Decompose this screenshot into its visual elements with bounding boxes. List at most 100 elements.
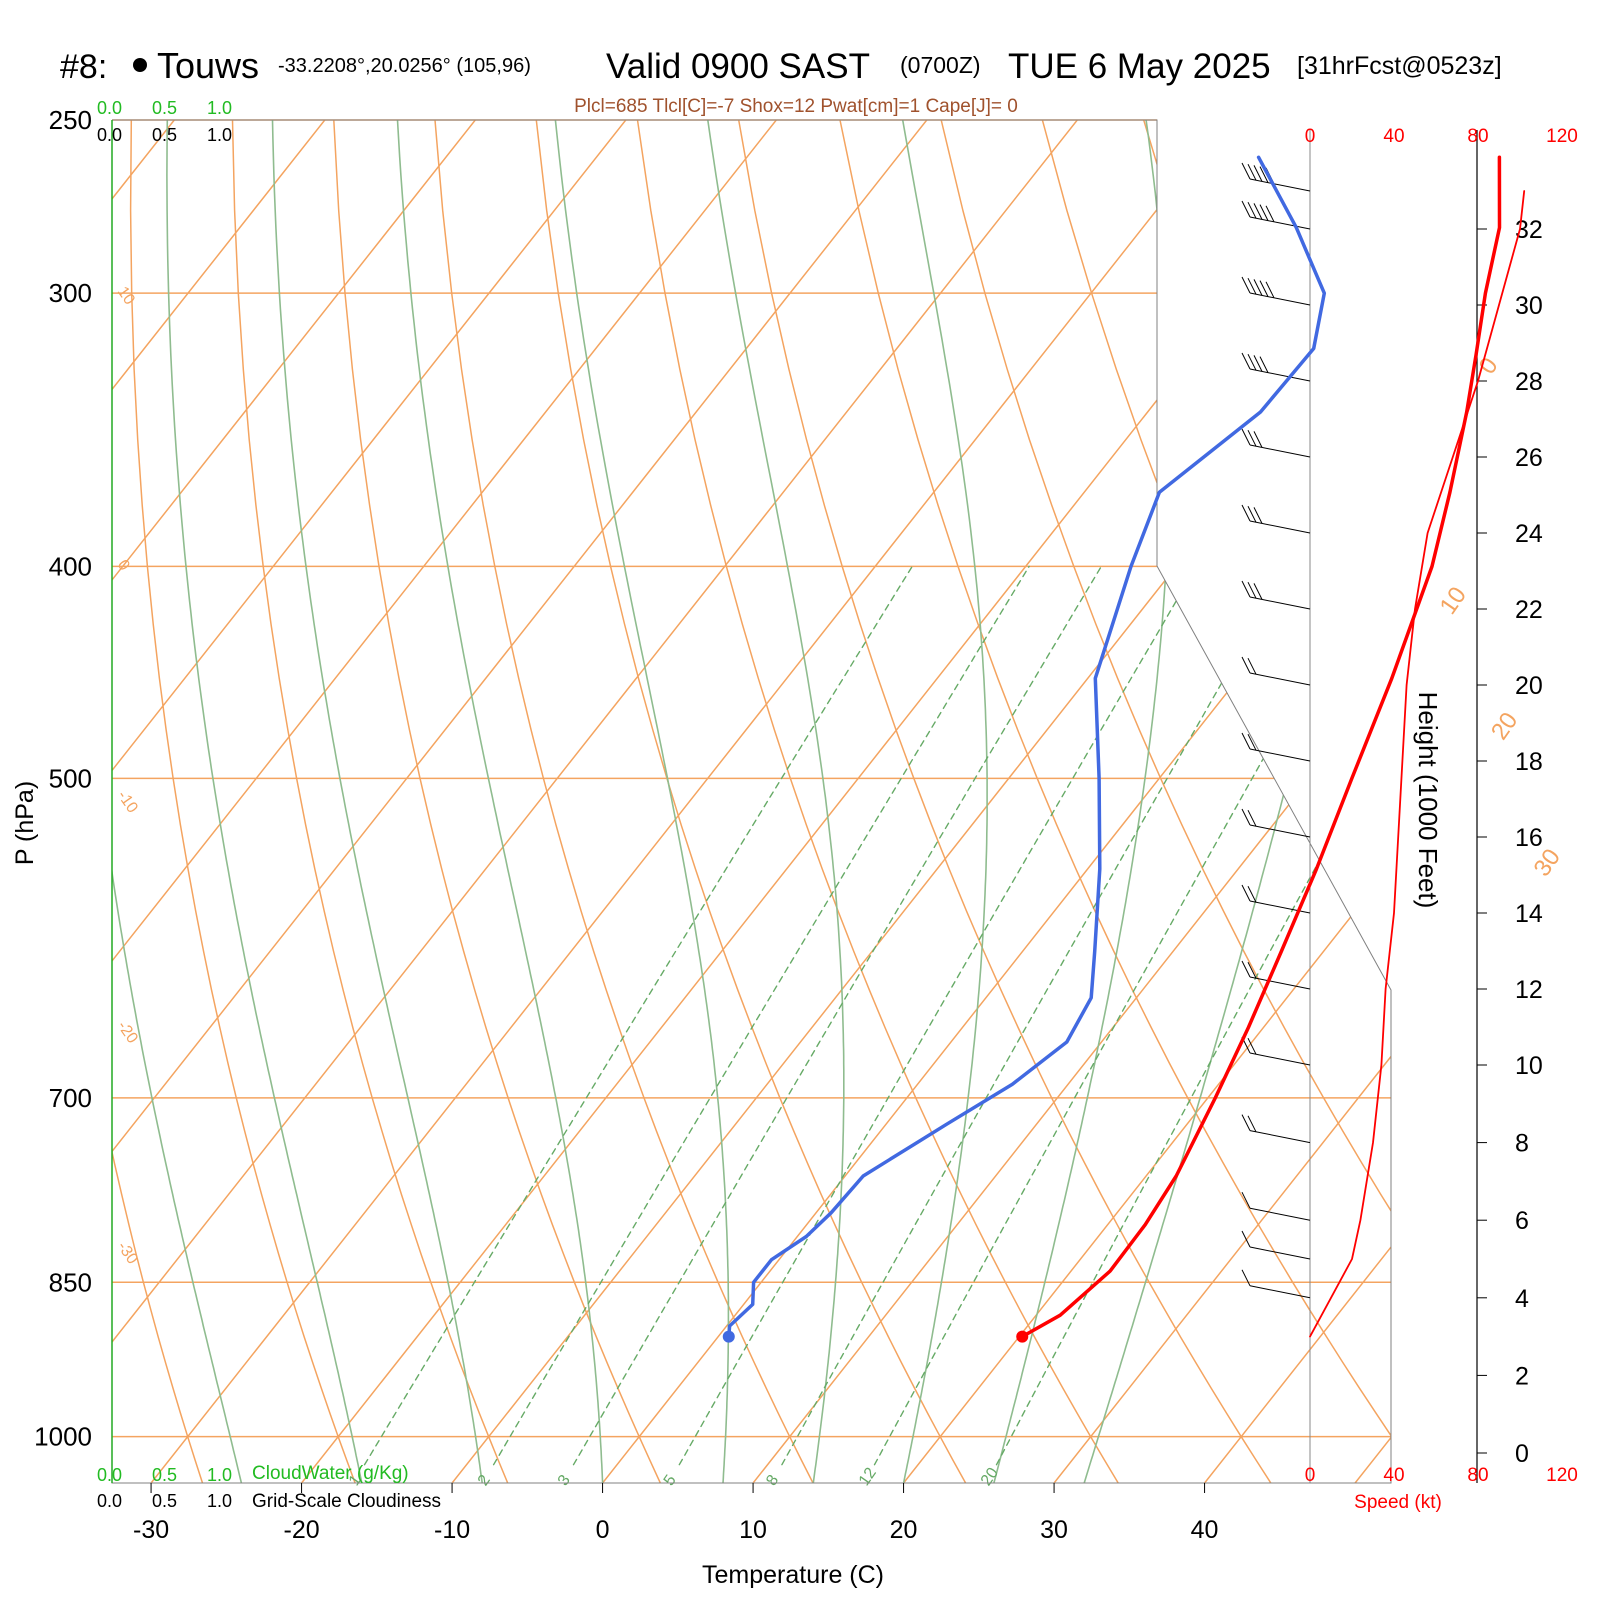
- wind-barb-icon: [1241, 200, 1311, 230]
- isotherm-label: 0: [114, 557, 133, 574]
- height-tick-label: 14: [1515, 900, 1543, 928]
- dry-adiabat-line: [737, 120, 1272, 1483]
- barb-staff: [1249, 672, 1311, 686]
- pressure-tick-label: 300: [49, 278, 92, 308]
- barb-flag: [1265, 281, 1275, 299]
- scale-tick: 0.5: [152, 98, 177, 118]
- barb-flag: [1247, 581, 1257, 599]
- height-tick-label: 12: [1515, 976, 1543, 1004]
- wind-barb-icon: [1241, 732, 1311, 762]
- dewpoint-line: [727, 155, 1327, 1339]
- barb-staff: [1249, 1285, 1311, 1299]
- scale-tick: 1.0: [207, 125, 232, 145]
- barb-flag: [1241, 504, 1251, 522]
- x-axis-label: Temperature (C): [702, 1561, 884, 1589]
- cloudwater-label: CloudWater (g/Kg): [252, 1463, 409, 1484]
- height-tick-label: 24: [1515, 520, 1543, 548]
- height-tick-label: 16: [1515, 824, 1543, 852]
- wind-barb-icon: [1241, 1269, 1311, 1299]
- barb-staff: [1249, 976, 1311, 990]
- dry-adiabat-line: [333, 120, 662, 1483]
- isotherm-line: [150, 120, 1229, 1483]
- mixing-ratio-line: [781, 565, 1290, 1466]
- barb-flag: [1241, 808, 1251, 826]
- dry-adiabat-line: [1345, 120, 1391, 1483]
- isotherm-line: [451, 120, 1391, 1483]
- mixing-ratio-line: [995, 565, 1391, 1466]
- height-tick-label: 18: [1515, 748, 1543, 776]
- moist-adiabat-line: [1083, 120, 1391, 1483]
- dry-adiabat-line: [636, 120, 1119, 1483]
- temperature-line: [1020, 155, 1502, 1339]
- barb-flag: [1247, 429, 1257, 447]
- barb-staff: [1249, 520, 1311, 534]
- dry-adiabat-line: [1447, 120, 1600, 1483]
- isotherm-line: [112, 120, 477, 1483]
- isotherm-line: [902, 120, 1391, 1483]
- dry-adiabat-line: [535, 120, 967, 1483]
- barb-flag: [1241, 1114, 1251, 1131]
- wind-speed-line: [1309, 190, 1526, 1338]
- station-name: Touws: [157, 45, 259, 86]
- barb-flag: [1253, 507, 1263, 524]
- scale-tick: 0.0: [97, 125, 122, 145]
- scale-tick: 0.0: [97, 98, 122, 118]
- height-tick-label: 22: [1515, 596, 1543, 624]
- mixing-ratio-lines: [363, 565, 1391, 1466]
- barb-staff: [1249, 292, 1311, 306]
- isobar-lines: [112, 119, 1391, 1438]
- barb-staff: [1249, 444, 1311, 458]
- isotherm-label: 10: [1434, 582, 1471, 619]
- barb-flag: [1253, 203, 1263, 220]
- dry-adiabat-line: [434, 120, 814, 1483]
- scale-tick: 1.0: [207, 1491, 232, 1511]
- barb-flag: [1253, 165, 1263, 182]
- wind-barb-icon: [1241, 656, 1311, 686]
- wind-barb-icon: [1241, 276, 1311, 306]
- barb-flag: [1259, 280, 1269, 297]
- dry-adiabat-line: [839, 120, 1391, 1483]
- mixing-ratio-label: 12: [856, 1465, 880, 1489]
- wind-barb-icon: [1241, 1191, 1311, 1221]
- scale-tick: 0.0: [97, 1491, 122, 1511]
- station-dot-icon: [133, 58, 147, 72]
- mixing-ratio-line: [572, 565, 1103, 1466]
- mixing-ratio-line: [678, 565, 1198, 1466]
- barb-flag: [1253, 431, 1263, 448]
- moist-adiabat-line: [112, 120, 243, 1483]
- cloudiness-label: Grid-Scale Cloudiness: [252, 1491, 441, 1512]
- wind-barb-icon: [1241, 504, 1311, 534]
- scale-tick: 0.5: [152, 1491, 177, 1511]
- sounding-traces: [722, 155, 1502, 1343]
- barb-flag: [1241, 1191, 1251, 1209]
- height-tick-label: 2: [1515, 1362, 1529, 1390]
- cloudwater-scale-top: 0.0 0.5 1.0: [97, 98, 232, 118]
- barb-flag: [1241, 884, 1251, 902]
- speed-axis-label: Speed (kt): [1354, 1492, 1442, 1513]
- speed-tick-label: 80: [1467, 126, 1488, 147]
- dry-adiabat-line: [1549, 120, 1600, 1483]
- scale-tick: 1.0: [207, 98, 232, 118]
- isotherm-line: [112, 120, 778, 1483]
- x-tick-label: 10: [739, 1516, 767, 1544]
- y-axis-label: P (hPa): [11, 781, 39, 865]
- x-tick-label: 30: [1040, 1516, 1068, 1544]
- mixing-ratio-label: 5: [661, 1472, 680, 1489]
- isotherm-label: -10: [114, 788, 141, 817]
- temperature-surface-dot: [1016, 1330, 1029, 1343]
- barb-flag: [1247, 1037, 1257, 1055]
- dry-adiabat-line: [129, 120, 356, 1483]
- moist-adiabat-line: [166, 120, 363, 1483]
- barb-flag: [1241, 352, 1251, 370]
- barb-flag: [1241, 428, 1251, 446]
- barb-flag: [1247, 353, 1257, 371]
- wind-barb-icon: [1241, 428, 1311, 458]
- barb-flag: [1241, 162, 1251, 180]
- mixing-ratio-line: [492, 565, 1030, 1466]
- scale-tick: 0.0: [97, 1465, 122, 1485]
- barb-flag: [1247, 505, 1257, 523]
- isotherm-line: [112, 120, 1079, 1483]
- barb-flag: [1247, 733, 1257, 751]
- barb-flag: [1253, 355, 1263, 372]
